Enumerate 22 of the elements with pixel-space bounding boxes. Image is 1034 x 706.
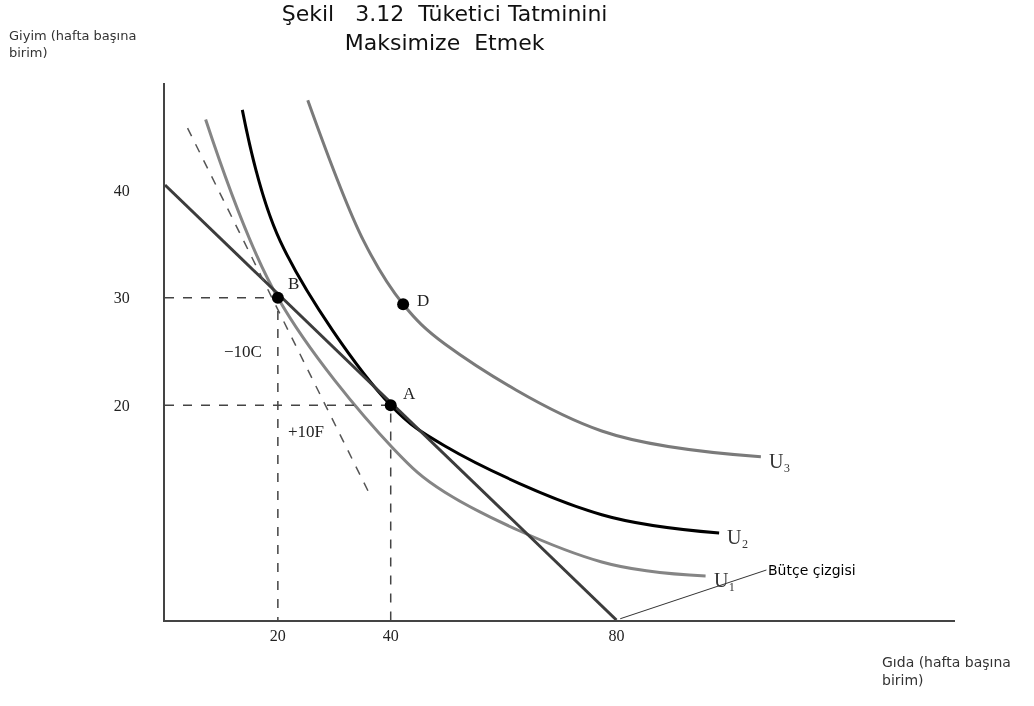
y-tick-label: 30 (113, 289, 130, 307)
y-axis-title: Giyim (hafta başına birim) (9, 28, 137, 60)
annotation: A (403, 384, 416, 403)
y-tick-label: 20 (113, 396, 130, 414)
annotation: +10F (288, 422, 325, 441)
line-series (204, 118, 708, 578)
point (271, 291, 284, 304)
x-tick-label: 20 (269, 627, 286, 645)
y-tick-label: 40 (113, 182, 130, 199)
annotation: B (288, 274, 300, 293)
x-axis-title: Gıda (hafta başına birim) (882, 654, 1011, 689)
annotation: Bütçe çizgisi (768, 562, 856, 578)
series-label: U₂ (727, 526, 749, 548)
series-label: U₃ (769, 450, 791, 472)
annotation: −10C (224, 342, 262, 361)
series-label: U₁ (714, 569, 736, 591)
chart-title: Şekil 3.12 Tüketici Tatminini Maksimize Etmek (281, 1, 608, 55)
annotation: D (417, 291, 430, 310)
x-tick-label: 80 (608, 627, 625, 645)
point (397, 298, 410, 311)
point (384, 399, 397, 412)
x-tick-label: 40 (382, 627, 399, 645)
